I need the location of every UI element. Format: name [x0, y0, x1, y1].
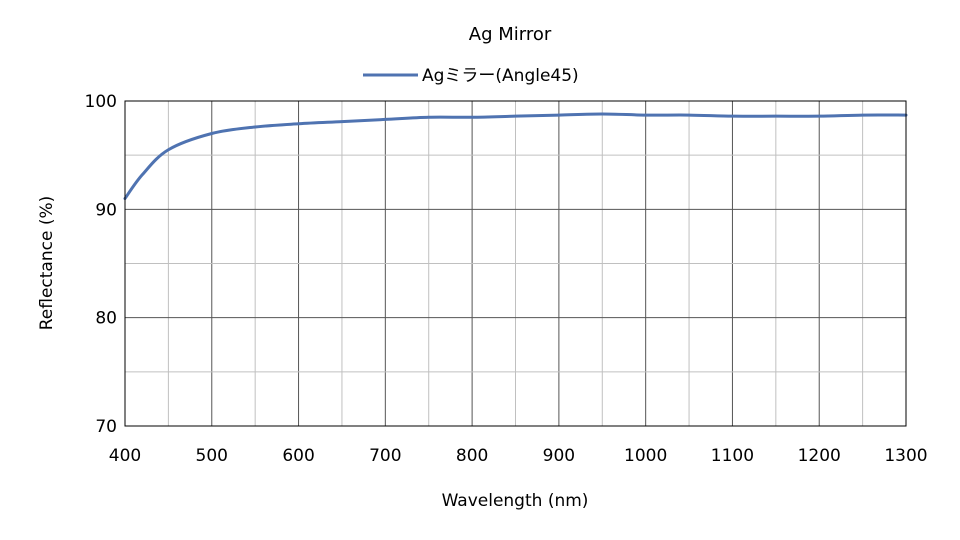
y-tick-label: 90 [95, 200, 117, 220]
data-point [340, 120, 344, 123]
x-tick-label: 1000 [624, 446, 667, 466]
data-point [427, 116, 430, 119]
legend: Agミラー(Angle45) [363, 66, 579, 86]
data-point [141, 173, 144, 176]
y-tick-label: 70 [95, 417, 117, 437]
data-point [514, 114, 517, 118]
data-point [253, 125, 257, 129]
chart-title: Ag Mirror [469, 24, 552, 45]
data-point [644, 113, 647, 117]
data-point [731, 114, 734, 118]
data-point [818, 114, 821, 118]
data-point [470, 116, 474, 119]
x-tick-label: 1100 [711, 446, 754, 466]
x-tick-label: 1200 [798, 446, 841, 466]
data-point [210, 132, 213, 135]
x-tick-label: 900 [543, 446, 575, 466]
x-tick-label: 800 [456, 446, 488, 466]
x-tick-labels: 400 500 600 700 800 900 1000 1100 1200 1300 [109, 446, 928, 466]
y-tick-labels: 70 80 90 100 [85, 92, 117, 437]
data-point [167, 148, 170, 151]
x-tick-label: 1300 [884, 446, 927, 466]
grid [124, 100, 907, 427]
plot-frame [124, 100, 907, 427]
data-point [601, 112, 604, 116]
y-tick-label: 80 [95, 309, 117, 329]
data-point [861, 113, 864, 117]
data-point [774, 114, 778, 118]
data-point [297, 122, 300, 125]
data-point [384, 118, 387, 121]
x-tick-label: 700 [369, 446, 401, 466]
x-tick-label: 600 [282, 446, 314, 466]
x-tick-label: 500 [196, 446, 228, 466]
y-tick-label: 100 [85, 92, 117, 112]
x-axis-label: Wavelength (nm) [442, 491, 589, 511]
y-axis-label: Reflectance (%) [37, 196, 57, 331]
data-point [557, 113, 561, 117]
legend-label: Agミラー(Angle45) [422, 66, 579, 86]
data-point [687, 113, 691, 117]
x-tick-label: 400 [109, 446, 141, 466]
series-layer [123, 112, 908, 200]
series-line [123, 112, 908, 200]
